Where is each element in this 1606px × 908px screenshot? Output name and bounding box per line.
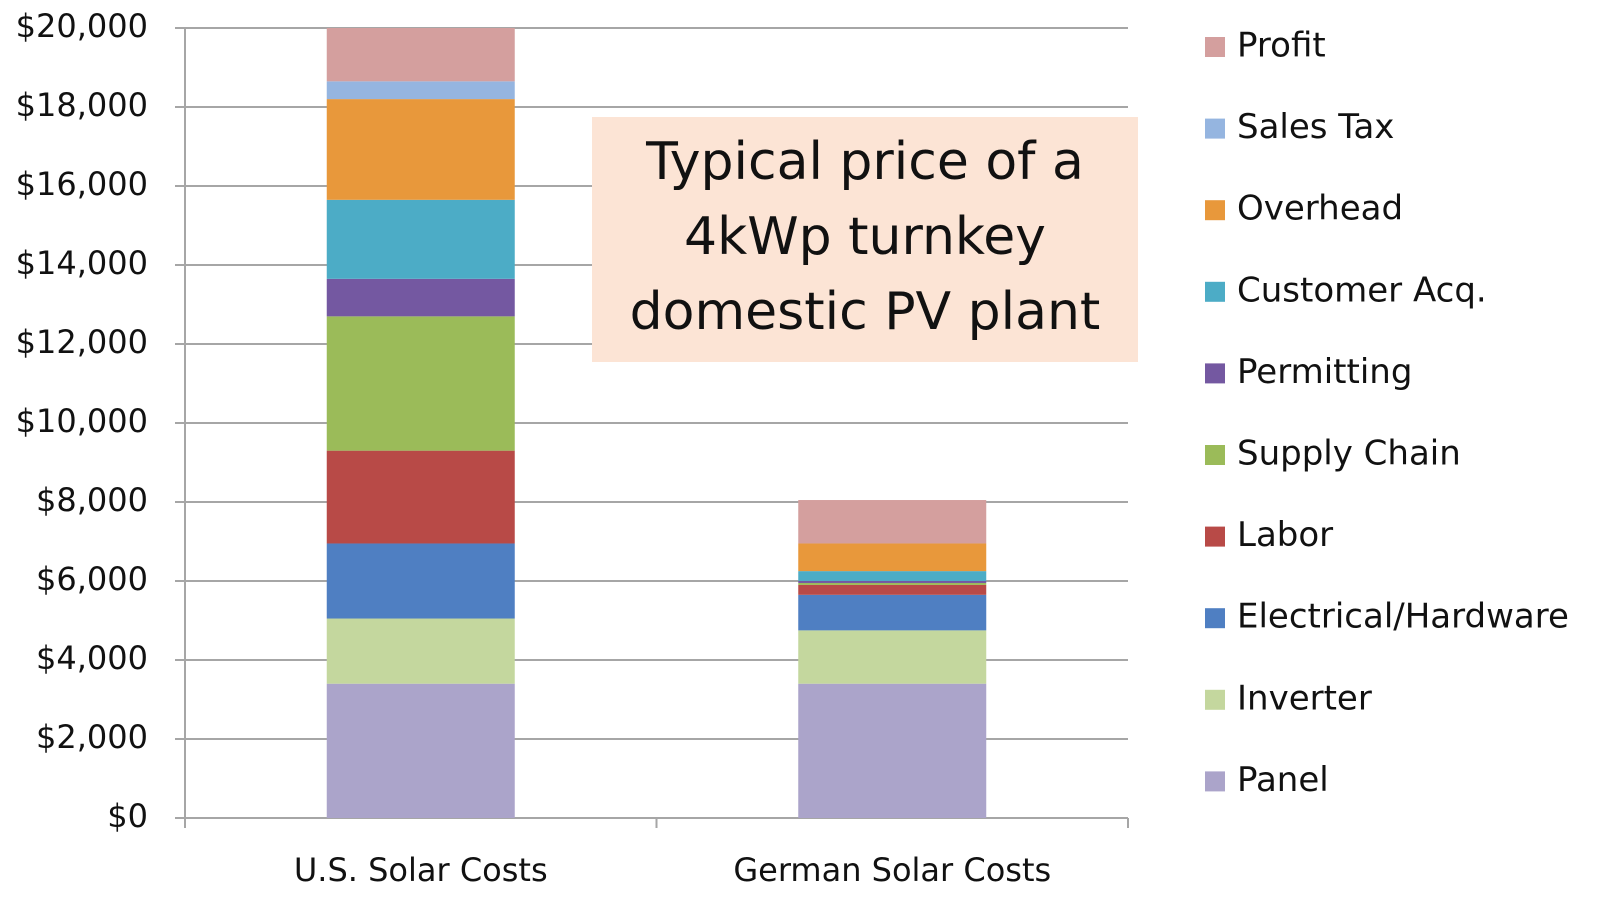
legend-swatch	[1205, 526, 1225, 547]
bar-segment	[326, 99, 515, 200]
legend-label: Customer Acq.	[1237, 270, 1487, 310]
bar-segment	[326, 278, 515, 317]
legend-swatch	[1205, 200, 1225, 221]
bar-segment	[798, 543, 987, 572]
y-tick-label: $8,000	[36, 481, 148, 519]
legend-label: Permitting	[1237, 352, 1412, 392]
bar-segment	[798, 581, 987, 583]
bar-segment	[798, 582, 987, 585]
bar-segment	[326, 543, 515, 619]
y-tick-label: $12,000	[16, 323, 148, 361]
bar-segment	[798, 571, 987, 581]
bar-segment	[798, 683, 987, 818]
y-tick-label: $2,000	[36, 718, 148, 756]
bar-segment	[798, 584, 987, 595]
legend-label: Profit	[1237, 26, 1326, 66]
y-tick-label: $14,000	[16, 244, 148, 282]
y-tick-label: $10,000	[16, 402, 148, 440]
y-tick-label: $20,000	[16, 7, 148, 45]
annotation-line: 4kWp turnkey	[684, 207, 1046, 267]
y-tick-label: $0	[107, 797, 148, 835]
bar-segment	[326, 618, 515, 684]
legend-label: Overhead	[1237, 189, 1403, 229]
y-tick-label: $18,000	[16, 86, 148, 124]
legend-label: Sales Tax	[1237, 107, 1394, 147]
bar-segment	[326, 81, 515, 100]
x-tick-label: German Solar Costs	[733, 851, 1051, 889]
legend-swatch	[1205, 37, 1225, 57]
legend-swatch	[1205, 281, 1225, 302]
legend-label: Electrical/Hardware	[1237, 597, 1569, 637]
bar-segment	[326, 316, 515, 451]
annotation-line: Typical price of a	[645, 132, 1084, 192]
y-tick-label: $6,000	[36, 560, 148, 598]
legend-swatch	[1205, 771, 1225, 792]
legend-label: Supply Chain	[1237, 434, 1461, 474]
legend-swatch	[1205, 445, 1225, 465]
bar-segment	[798, 500, 987, 544]
bar-segment	[326, 450, 515, 544]
legend-label: Labor	[1237, 515, 1333, 555]
legend-swatch	[1205, 363, 1225, 384]
legend-swatch	[1205, 689, 1225, 710]
legend-label: Inverter	[1237, 678, 1372, 718]
legend-label: Panel	[1237, 760, 1329, 800]
bar-segment	[326, 683, 515, 818]
x-tick-label: U.S. Solar Costs	[294, 851, 548, 889]
bar-segment	[798, 630, 987, 684]
legend-swatch	[1205, 118, 1225, 139]
bar-segment	[326, 28, 515, 82]
bar-segment	[798, 594, 987, 631]
legend-swatch	[1205, 608, 1225, 629]
bar-segment	[326, 199, 515, 279]
annotation-box	[592, 117, 1138, 362]
annotation-line: domestic PV plant	[630, 282, 1101, 342]
y-tick-label: $4,000	[36, 639, 148, 677]
y-tick-label: $16,000	[16, 165, 148, 203]
